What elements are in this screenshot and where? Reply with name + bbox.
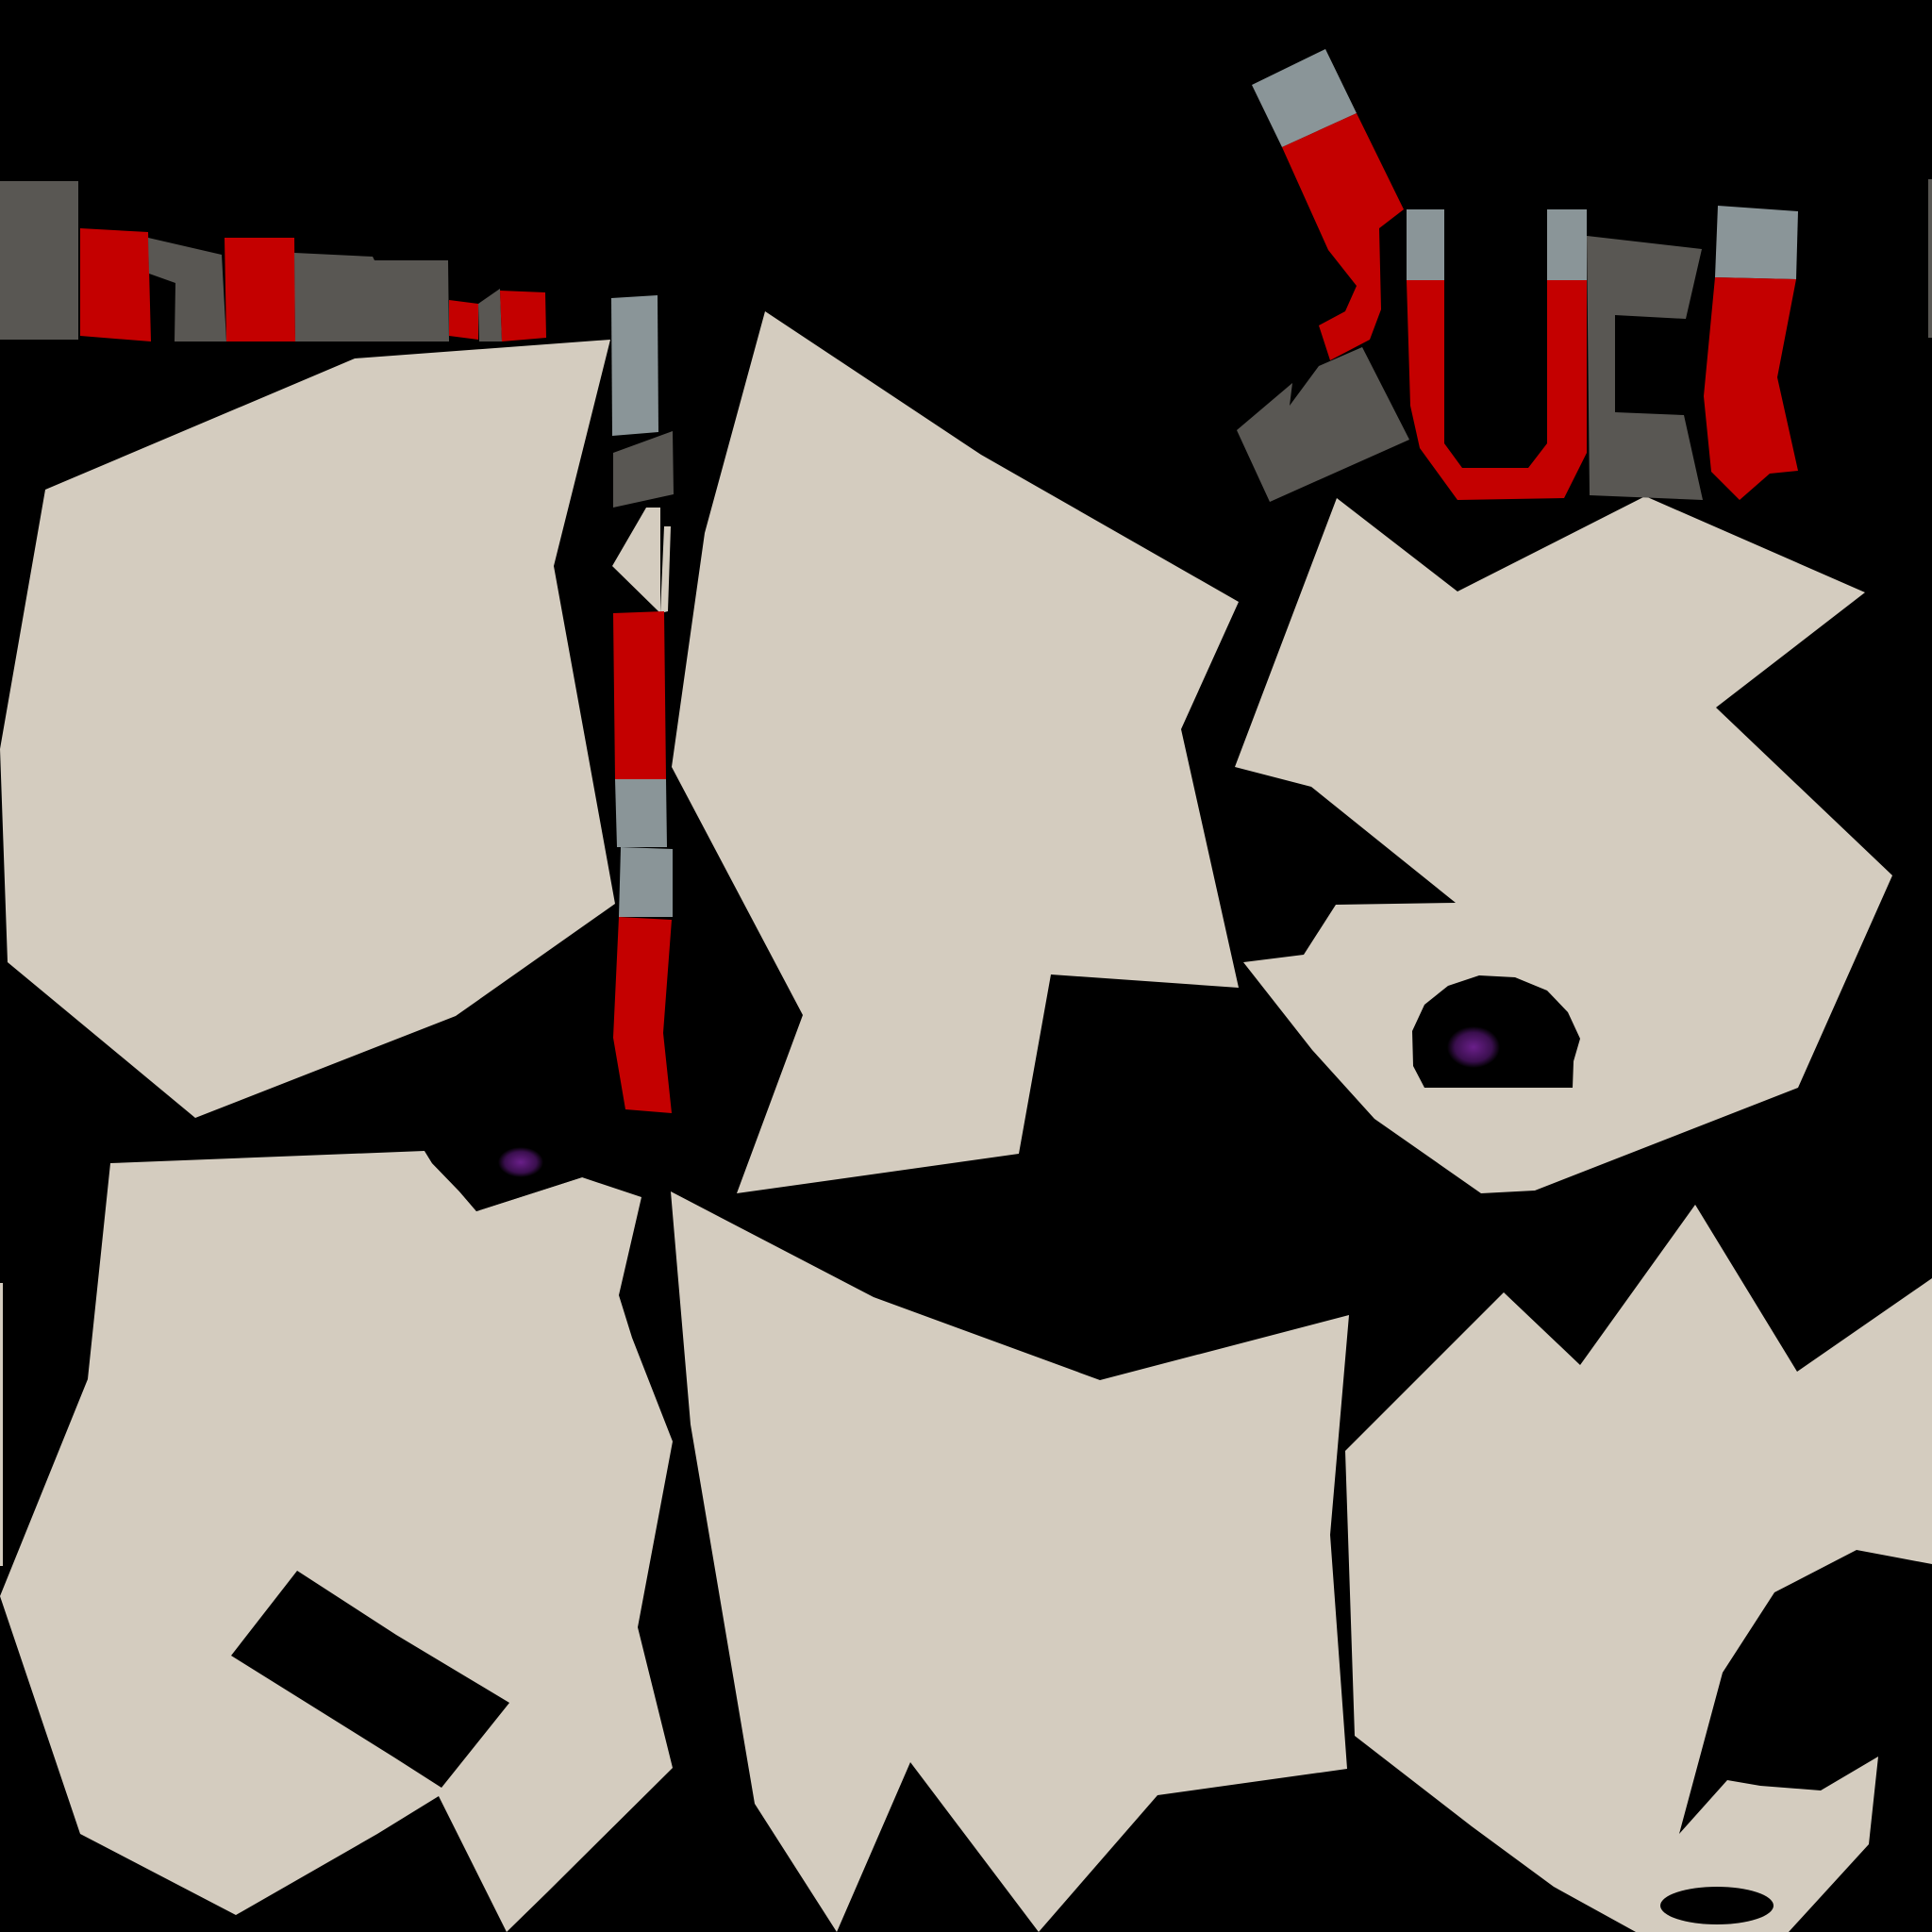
tr-dark-2 <box>1587 236 1703 500</box>
island-holes <box>231 1571 1774 1924</box>
uv-strip-top-left <box>0 181 546 341</box>
hole-bottom-right <box>1660 1887 1774 1924</box>
strip-dark-block-4 <box>478 289 502 341</box>
strip-red-block-1 <box>80 228 151 341</box>
uv-island-top-right <box>1235 496 1892 1193</box>
vstrip-skin-1 <box>612 508 660 613</box>
vstrip-skin-2 <box>660 526 671 613</box>
strip-red-block-2 <box>225 238 295 341</box>
tr-red-2 <box>1704 277 1798 500</box>
tr-dark-1 <box>1237 347 1409 502</box>
strip-dark-block-1 <box>0 181 78 340</box>
uv-island-bottom-left <box>0 1151 673 1932</box>
eye-right-pupil <box>1447 1026 1500 1068</box>
eye-bottom-left-pupil <box>498 1147 543 1177</box>
eye-bottom-left-island <box>425 1151 585 1211</box>
uv-island-top-center <box>672 311 1239 1193</box>
vstrip-bluegray-2 <box>615 779 667 847</box>
uv-strip-vertical <box>611 295 674 1113</box>
edge-fragment-right <box>1928 179 1932 338</box>
edge-fragment-left <box>0 1283 3 1566</box>
vstrip-dark-1 <box>613 431 674 508</box>
tr-bluegray-2 <box>1407 209 1444 280</box>
strip-red-block-3 <box>449 300 478 340</box>
eye-regions <box>425 975 1580 1211</box>
vstrip-bluegray-3 <box>619 847 673 917</box>
strip-dark-block-2 <box>148 238 226 341</box>
strip-dark-block-3 <box>294 253 449 341</box>
tr-bluegray-1 <box>1252 49 1357 147</box>
uv-island-bottom-center <box>671 1191 1349 1932</box>
skin-islands <box>0 311 1932 1932</box>
vstrip-bluegray-1 <box>611 295 658 436</box>
tr-red-1 <box>1282 113 1404 360</box>
tr-bluegray-4 <box>1715 206 1798 279</box>
vstrip-red-2 <box>613 917 672 1113</box>
hole-bottom-left <box>231 1571 509 1788</box>
tr-bluegray-3 <box>1547 209 1587 280</box>
vstrip-red-1 <box>613 611 666 779</box>
edge-fragments <box>0 179 1932 1566</box>
strip-red-block-4 <box>500 291 546 341</box>
uv-strip-top-right <box>1237 49 1798 502</box>
uv-island-bottom-right <box>1345 1205 1932 1932</box>
uv-island-top-left <box>0 340 615 1118</box>
tr-red-horseshoe <box>1407 280 1587 500</box>
